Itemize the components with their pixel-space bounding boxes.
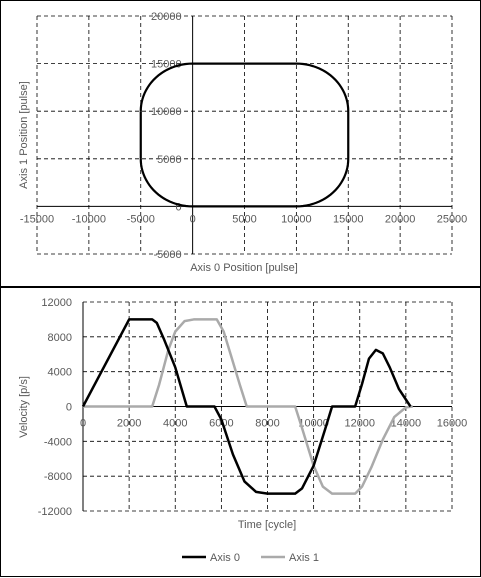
y-tick-label: 20000 <box>151 11 182 23</box>
x-tick-label: 14000 <box>391 418 422 430</box>
y-tick-label: -4000 <box>44 436 72 448</box>
x-tick-label: 25000 <box>437 213 468 225</box>
x-tick-label: 20000 <box>385 213 416 225</box>
x-tick-label: -5000 <box>127 213 155 225</box>
x-tick-label: 0 <box>80 418 86 430</box>
y-tick-label: -12000 <box>38 506 72 518</box>
y-tick-label: 0 <box>66 402 72 414</box>
series-line-axis-0 <box>81 318 412 495</box>
y-tick-label: 4000 <box>48 367 72 379</box>
y-tick-label: 5000 <box>157 154 181 166</box>
y-tick-label: 12000 <box>41 297 72 309</box>
x-tick-label: -15000 <box>20 213 54 225</box>
y-tick-label: 15000 <box>151 59 182 71</box>
x-tick-label: 0 <box>190 213 196 225</box>
y-tick-label: 8000 <box>48 332 72 344</box>
x-tick-label: 16000 <box>437 418 468 430</box>
y-tick-label: 0 <box>176 201 182 213</box>
x-tick-label: -10000 <box>72 213 106 225</box>
y-axis-title: Velocity [p/s] <box>18 376 30 438</box>
x-tick-label: 12000 <box>344 418 375 430</box>
x-tick-label: 15000 <box>333 213 364 225</box>
x-axis-title: Time [cycle] <box>238 519 296 531</box>
top-chart-panel: -15000 -10000 -5000 0 5000 10000 15000 20000 250… <box>0 0 481 287</box>
trajectory-arc-0 <box>296 62 350 112</box>
series-line-axis-1 <box>83 318 413 495</box>
x-tick-label: 10000 <box>281 213 312 225</box>
y-tick-label: -8000 <box>44 471 72 483</box>
position-chart: -15000 -10000 -5000 0 5000 10000 15000 20000 250… <box>18 11 468 274</box>
x-tick-label: 8000 <box>255 418 279 430</box>
y-tick-label: 10000 <box>151 106 182 118</box>
x-tick-label: 4000 <box>163 418 187 430</box>
legend-label-axis-1: Axis 1 <box>289 552 319 564</box>
y-tick-label: -5000 <box>153 249 181 261</box>
trajectory-arc-3 <box>139 62 193 112</box>
x-tick-label: 2000 <box>117 418 141 430</box>
bottom-chart-panel: 0 2000 4000 6000 8000 10000 12000 14000 16000 -12… <box>0 287 481 577</box>
trajectory-arc-1 <box>296 158 350 208</box>
x-tick-label: 5000 <box>232 213 256 225</box>
x-axis-title: Axis 0 Position [pulse] <box>190 262 298 274</box>
velocity-chart: 0 2000 4000 6000 8000 10000 12000 14000 16000-12… <box>18 297 468 564</box>
x-tick-label: 10000 <box>298 418 329 430</box>
trajectory-arc-2 <box>139 158 193 208</box>
legend: Axis 0 Axis 1 <box>182 552 319 564</box>
y-axis-title: Axis 1 Position [pulse] <box>18 81 30 189</box>
legend-label-axis-0: Axis 0 <box>210 552 240 564</box>
